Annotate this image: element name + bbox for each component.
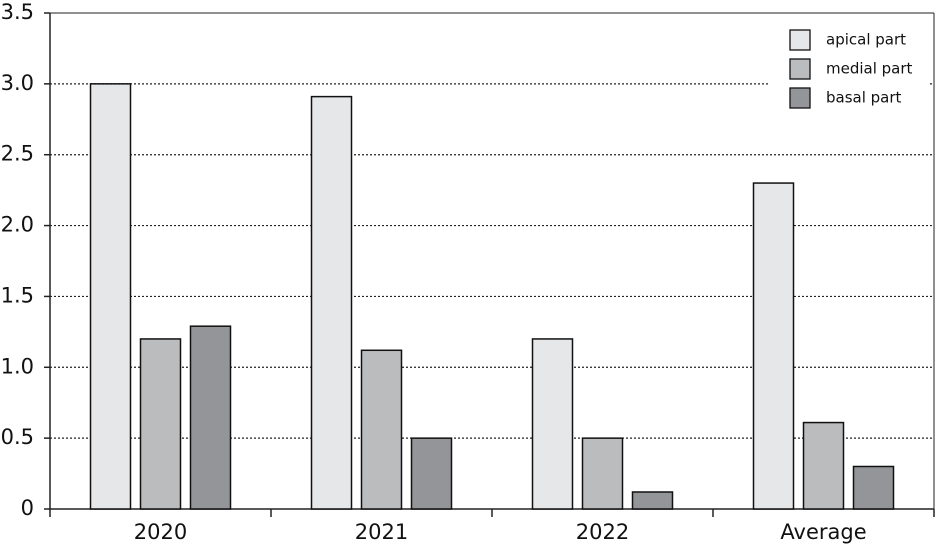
y-tick-label: 1.0: [1, 354, 34, 378]
x-tick-label: Average: [780, 520, 866, 544]
bar: [139, 338, 182, 510]
bar: [852, 465, 895, 510]
x-tick-label: 2022: [576, 520, 629, 544]
bar: [89, 83, 132, 510]
bar: [752, 182, 795, 510]
y-tick-label: 0: [21, 496, 34, 520]
bar: [531, 338, 574, 510]
x-tick-label: 2021: [355, 520, 408, 544]
legend-label: basal part: [826, 89, 902, 107]
y-tick-label: 1.5: [1, 283, 34, 307]
legend-swatch: [789, 29, 811, 51]
legend-swatch: [789, 58, 811, 80]
x-tick-label: 2020: [134, 520, 187, 544]
bar: [802, 421, 845, 510]
bar: [360, 349, 403, 510]
y-tick-label: 2.5: [1, 142, 34, 166]
legend-label: medial part: [826, 60, 913, 78]
y-tick-label: 2.0: [1, 213, 34, 237]
y-tick-label: 3.5: [1, 0, 34, 24]
legend-swatch: [789, 87, 811, 109]
y-tick-label: 0.5: [1, 425, 34, 449]
bar: [631, 491, 674, 510]
legend-label: apical part: [826, 31, 906, 49]
bar: [410, 437, 453, 510]
bar: [310, 95, 353, 510]
bar: [581, 437, 624, 510]
y-tick-label: 3.0: [1, 71, 34, 95]
bar: [189, 325, 232, 510]
